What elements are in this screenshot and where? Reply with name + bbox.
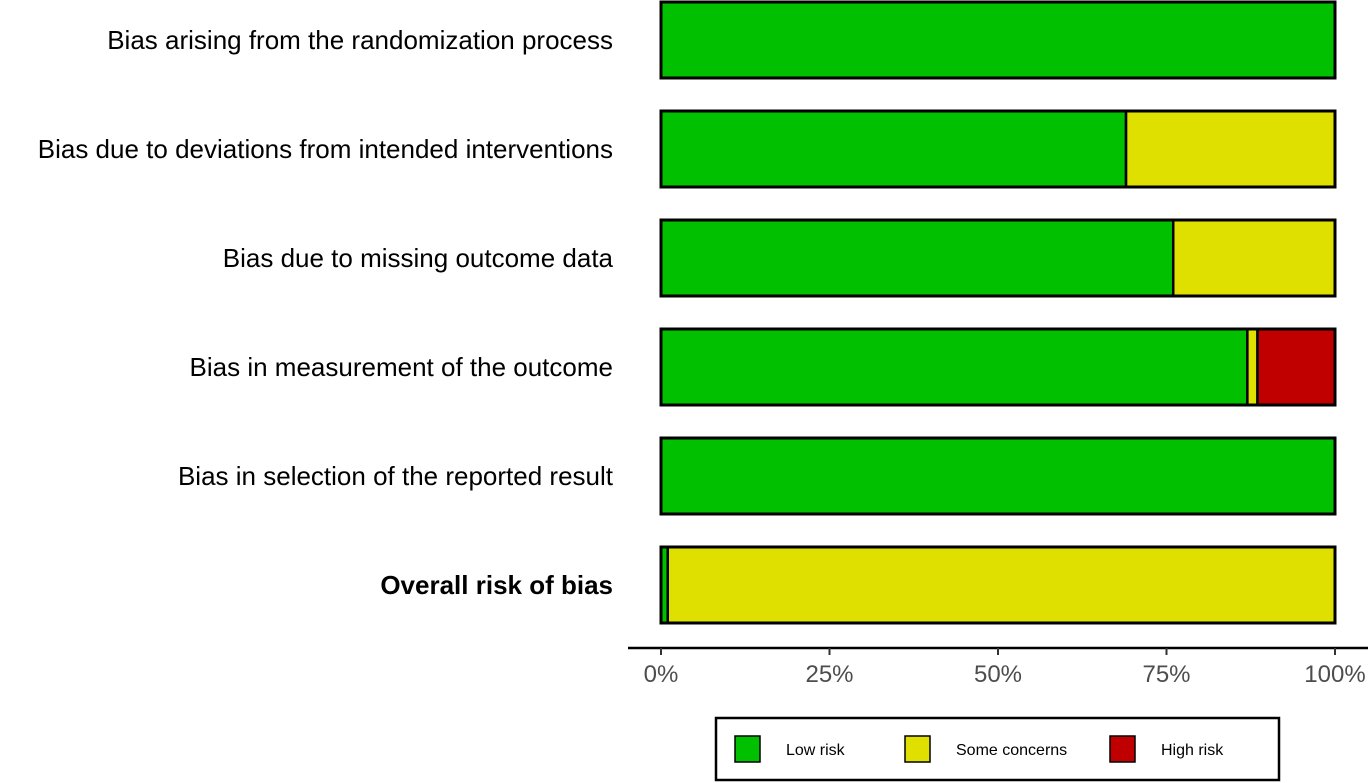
x-tick-label: 75% <box>1142 661 1190 688</box>
x-tick-label: 100% <box>1304 661 1365 688</box>
x-tick-label: 50% <box>974 661 1022 688</box>
bar-segment-some-concerns <box>1246 327 1259 407</box>
category-label: Bias in selection of the reported result <box>178 461 614 491</box>
legend-label: Some concerns <box>956 742 1067 759</box>
bar-segment-low-risk <box>659 436 1337 516</box>
legend-box <box>714 716 1281 782</box>
stacked-bars <box>659 0 1337 625</box>
x-tick-label: 25% <box>805 661 853 688</box>
bar-outline <box>659 327 1337 407</box>
bar-outline <box>659 109 1337 189</box>
legend-label: High risk <box>1161 742 1224 759</box>
legend-swatch-some-concerns <box>904 735 931 763</box>
bar-segment-some-concerns <box>1171 218 1337 298</box>
bar-outline <box>659 0 1337 80</box>
x-axis: 0% 25% 50% 75% 100% <box>628 646 1368 688</box>
category-label: Bias in measurement of the outcome <box>190 352 613 382</box>
bar-outline <box>659 218 1337 298</box>
bar-segment-low-risk <box>659 109 1128 189</box>
bar-segment-low-risk <box>659 0 1337 80</box>
bar-outline <box>659 436 1337 516</box>
bar-segment-some-concerns <box>666 545 1337 625</box>
category-label: Bias due to deviations from intended int… <box>38 134 613 164</box>
bar-segment-low-risk <box>659 327 1249 407</box>
category-label: Overall risk of bias <box>380 570 613 600</box>
bar-outline <box>659 545 1337 625</box>
category-labels: Bias arising from the randomization proc… <box>38 25 614 600</box>
legend-swatch-high-risk <box>1109 735 1136 763</box>
legend: Low risk Some concerns High risk <box>714 716 1281 782</box>
bar-segment-high-risk <box>1256 327 1337 407</box>
bar-segment-some-concerns <box>1124 109 1337 189</box>
category-label: Bias arising from the randomization proc… <box>107 25 613 55</box>
x-tick-label: 0% <box>644 661 679 688</box>
legend-label: Low risk <box>786 742 846 759</box>
bar-segment-low-risk <box>659 218 1175 298</box>
category-label: Bias due to missing outcome data <box>223 243 614 273</box>
legend-swatch-low-risk <box>734 735 761 763</box>
